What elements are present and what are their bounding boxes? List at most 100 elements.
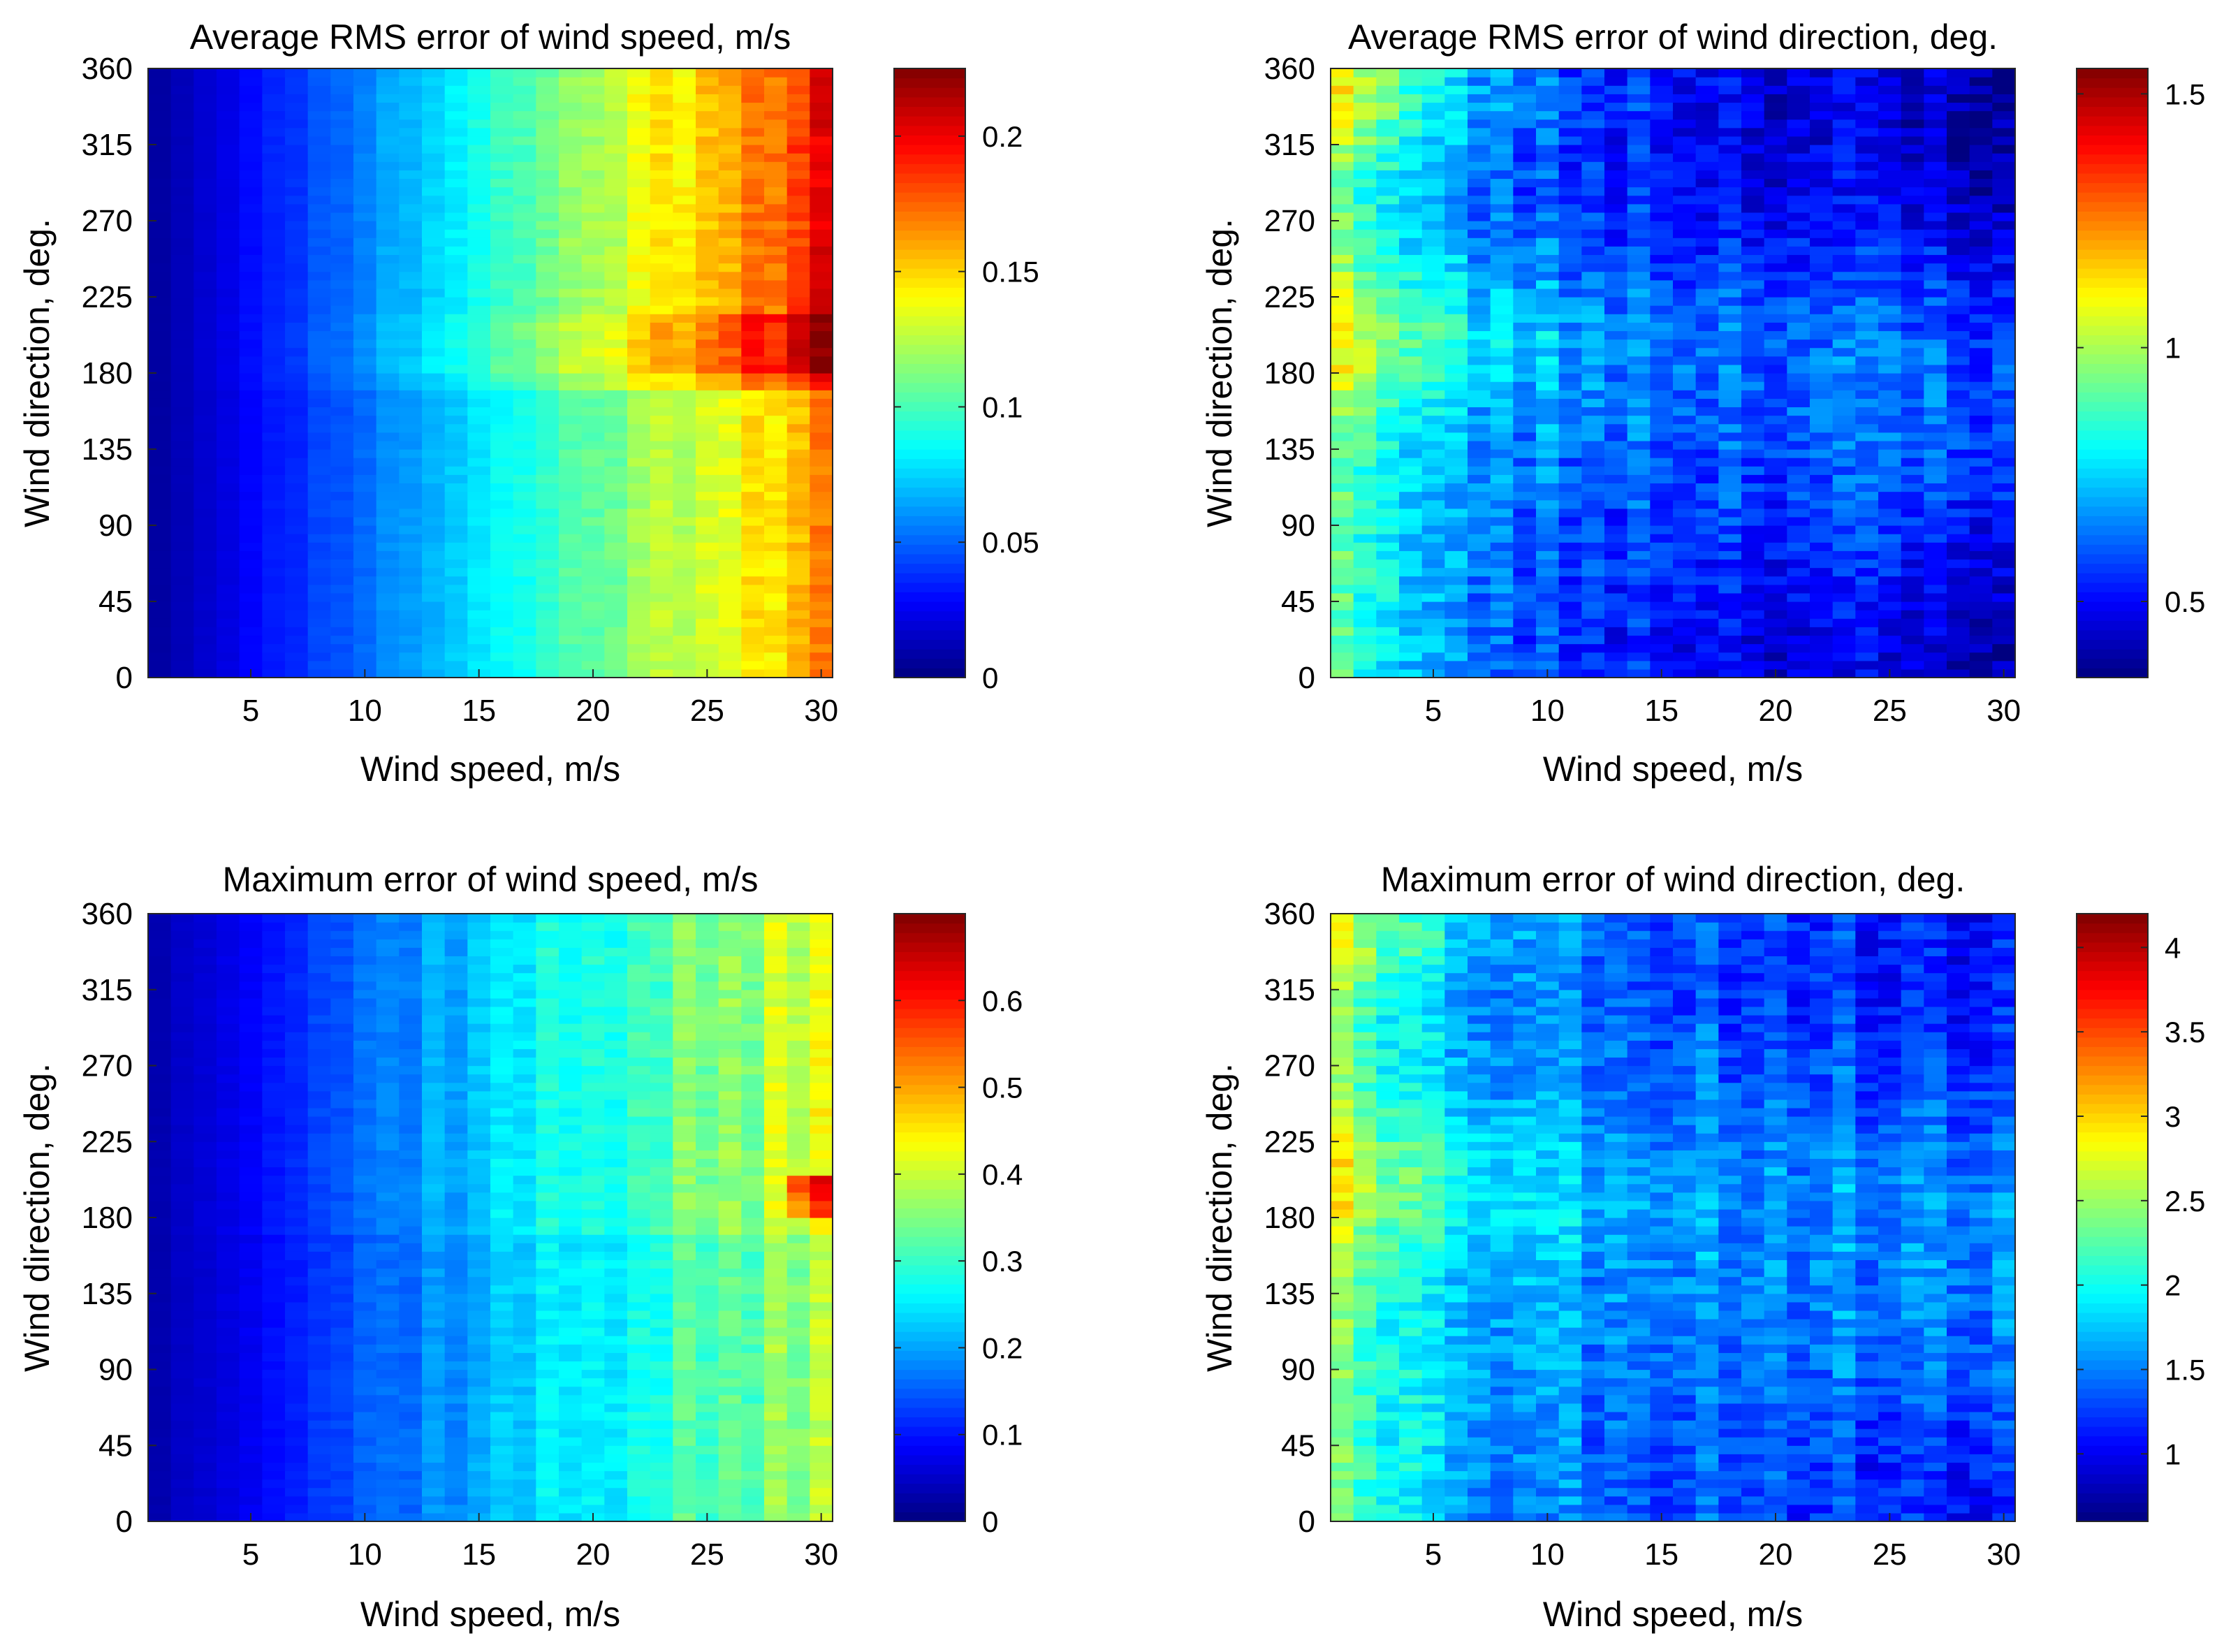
heatmap-cell — [513, 516, 536, 526]
heatmap-cell — [1764, 145, 1787, 154]
heatmap-cell — [1376, 178, 1400, 188]
heatmap-cell — [217, 136, 240, 145]
heatmap-cell — [1741, 559, 1765, 569]
heatmap-cell — [1399, 279, 1423, 289]
heatmap-cell — [1924, 212, 1947, 221]
heatmap-cell — [1627, 119, 1651, 129]
colorbar-segment — [894, 468, 965, 478]
heatmap-cell — [1764, 643, 1787, 653]
heatmap-cell — [170, 1200, 194, 1210]
heatmap-cell — [1878, 567, 1902, 577]
heatmap-cell — [353, 68, 377, 78]
heatmap-cell — [1604, 660, 1628, 670]
heatmap-cell — [262, 68, 286, 78]
heatmap-cell — [1604, 305, 1628, 314]
heatmap-cell — [581, 643, 605, 653]
heatmap-cell — [718, 330, 742, 340]
heatmap-cell — [1421, 499, 1445, 509]
heatmap-cell — [1444, 136, 1468, 145]
heatmap-cell — [1490, 127, 1514, 137]
heatmap-cell — [1787, 229, 1810, 238]
heatmap-cell — [1810, 407, 1834, 416]
heatmap-cell — [467, 161, 491, 170]
heatmap-cell — [353, 407, 377, 416]
heatmap-cell — [1969, 288, 1993, 298]
heatmap-cell — [239, 635, 263, 645]
heatmap-cell — [1764, 153, 1787, 162]
heatmap-cell — [513, 212, 536, 221]
heatmap-cell — [330, 381, 354, 390]
heatmap-cell — [1399, 330, 1423, 340]
heatmap-cell — [1490, 339, 1514, 349]
heatmap-cell — [1444, 618, 1468, 627]
heatmap-cell — [170, 373, 194, 382]
heatmap-cell — [193, 458, 217, 467]
heatmap-cell — [604, 161, 628, 170]
heatmap-cell — [787, 279, 810, 289]
heatmap-cell — [513, 584, 536, 594]
heatmap-cell — [1855, 110, 1879, 120]
heatmap-cell — [217, 1023, 240, 1032]
heatmap-cell — [217, 997, 240, 1007]
heatmap-cell — [490, 627, 514, 636]
heatmap-cell — [490, 381, 514, 390]
heatmap-cell — [330, 398, 354, 408]
heatmap-cell — [1604, 68, 1628, 78]
colorbar-segment — [894, 87, 965, 98]
heatmap-cell — [1558, 145, 1582, 154]
heatmap-cell — [217, 1487, 240, 1497]
heatmap-cell — [1855, 305, 1879, 314]
heatmap-cell — [148, 567, 172, 577]
heatmap-cell — [741, 534, 765, 543]
heatmap-cell — [444, 542, 468, 551]
heatmap-cell — [1513, 381, 1537, 390]
heatmap-cell — [696, 567, 719, 577]
heatmap-cell — [490, 432, 514, 441]
heatmap-cell — [1673, 432, 1697, 441]
heatmap-cell — [217, 491, 240, 501]
heatmap-cell — [673, 407, 696, 416]
heatmap-cell — [444, 347, 468, 357]
heatmap-cell — [536, 94, 559, 103]
heatmap-cell — [1353, 407, 1377, 416]
heatmap-cell — [193, 203, 217, 213]
heatmap-cell — [1878, 271, 1902, 281]
heatmap-cell — [1969, 102, 1993, 112]
heatmap-cell — [1969, 127, 1993, 137]
heatmap-cell — [1741, 499, 1765, 509]
heatmap-cell — [399, 508, 423, 518]
heatmap-cell — [1992, 161, 2016, 170]
heatmap-cell — [1718, 178, 1742, 188]
heatmap-cell — [581, 178, 605, 188]
heatmap-cell — [1376, 330, 1400, 340]
heatmap-cell — [170, 381, 194, 390]
heatmap-cell — [673, 601, 696, 611]
heatmap-cell — [422, 423, 446, 433]
heatmap-cell — [559, 491, 583, 501]
heatmap-cell — [650, 221, 673, 230]
heatmap-cell — [1468, 610, 1491, 619]
heatmap-cell — [1490, 516, 1514, 526]
heatmap-cell — [650, 68, 673, 78]
heatmap-cell — [718, 415, 742, 425]
heatmap-cell — [1695, 458, 1719, 467]
heatmap-cell — [1399, 347, 1423, 357]
heatmap-cell — [262, 407, 286, 416]
heatmap-cell — [1673, 229, 1697, 238]
heatmap-cell — [399, 534, 423, 543]
heatmap-cell — [376, 491, 400, 501]
heatmap-cell — [627, 601, 651, 611]
heatmap-cell — [1901, 458, 1924, 467]
heatmap-cell — [1604, 440, 1628, 450]
heatmap-cell — [217, 398, 240, 408]
heatmap-cell — [696, 466, 719, 475]
heatmap-cell — [444, 229, 468, 238]
heatmap-cell — [1878, 474, 1902, 484]
heatmap-cell — [1832, 102, 1856, 112]
heatmap-cell — [1444, 474, 1468, 484]
heatmap-cell — [1536, 170, 1560, 180]
heatmap-cell — [1376, 601, 1400, 611]
heatmap-cell — [490, 423, 514, 433]
heatmap-cell — [559, 279, 583, 289]
heatmap-cell — [285, 1428, 309, 1438]
